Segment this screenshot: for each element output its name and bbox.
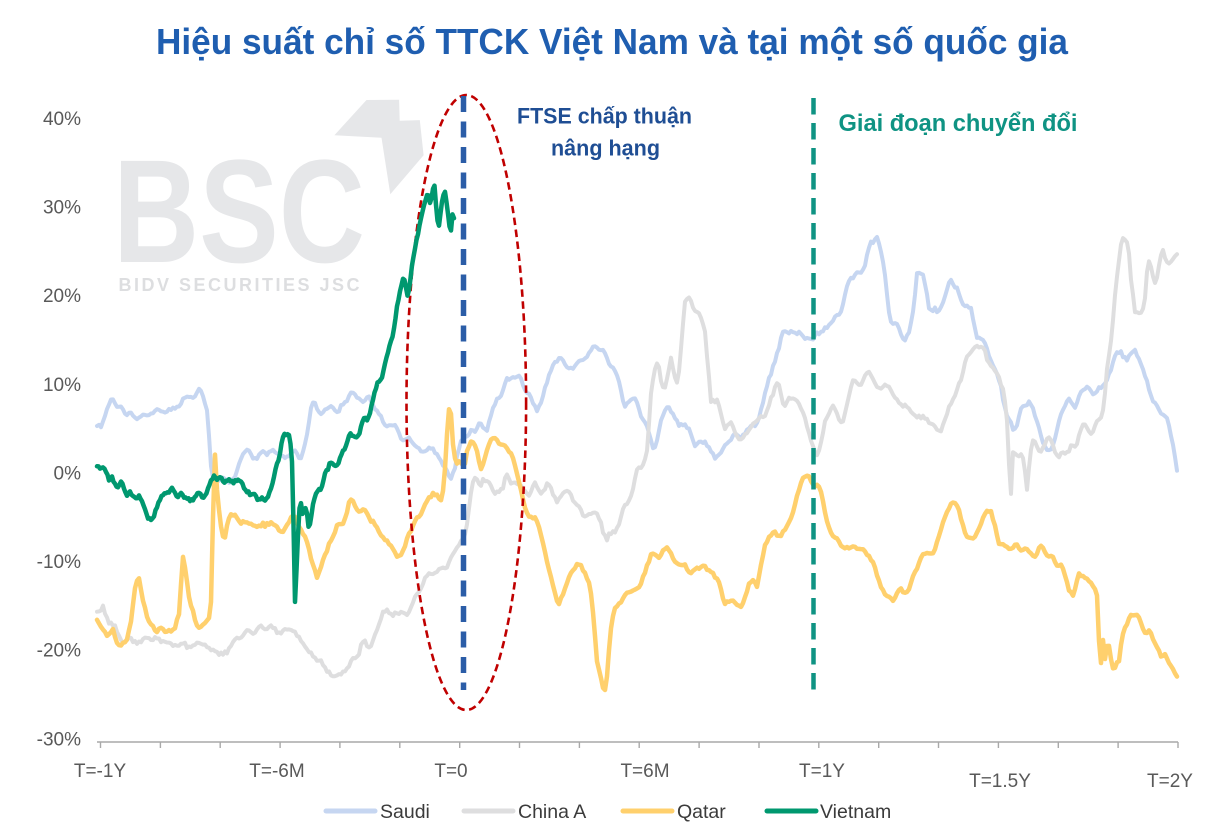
svg-text:China A: China A: [518, 801, 586, 823]
svg-text:FTSE chấp thuận: FTSE chấp thuận: [517, 104, 692, 129]
svg-text:T=0: T=0: [434, 761, 467, 782]
svg-text:T=-1Y: T=-1Y: [74, 761, 127, 782]
svg-text:Vietnam: Vietnam: [820, 801, 891, 823]
svg-text:30%: 30%: [43, 198, 81, 219]
svg-text:-10%: -10%: [37, 552, 81, 573]
svg-text:BSC: BSC: [113, 130, 365, 294]
svg-text:T=6M: T=6M: [620, 761, 669, 782]
svg-text:Qatar: Qatar: [677, 801, 726, 823]
svg-text:10%: 10%: [43, 375, 81, 396]
svg-text:T=1.5Y: T=1.5Y: [969, 771, 1031, 792]
svg-text:-30%: -30%: [37, 729, 81, 750]
svg-text:40%: 40%: [43, 109, 81, 130]
svg-text:T=1Y: T=1Y: [799, 761, 845, 782]
svg-text:T=-6M: T=-6M: [249, 761, 304, 782]
svg-text:-20%: -20%: [37, 641, 81, 662]
svg-text:T=2Y: T=2Y: [1147, 771, 1193, 792]
svg-text:Giai đoạn chuyển đổi: Giai đoạn chuyển đổi: [839, 110, 1078, 137]
svg-text:Hiệu suất chỉ số TTCK Việt Nam: Hiệu suất chỉ số TTCK Việt Nam và tại mộ…: [156, 21, 1069, 62]
svg-text:Saudi: Saudi: [380, 801, 430, 823]
svg-text:20%: 20%: [43, 286, 81, 307]
svg-text:0%: 0%: [54, 464, 82, 485]
svg-text:BIDV SECURITIES JSC: BIDV SECURITIES JSC: [119, 275, 360, 295]
svg-text:nâng hạng: nâng hạng: [551, 136, 660, 161]
